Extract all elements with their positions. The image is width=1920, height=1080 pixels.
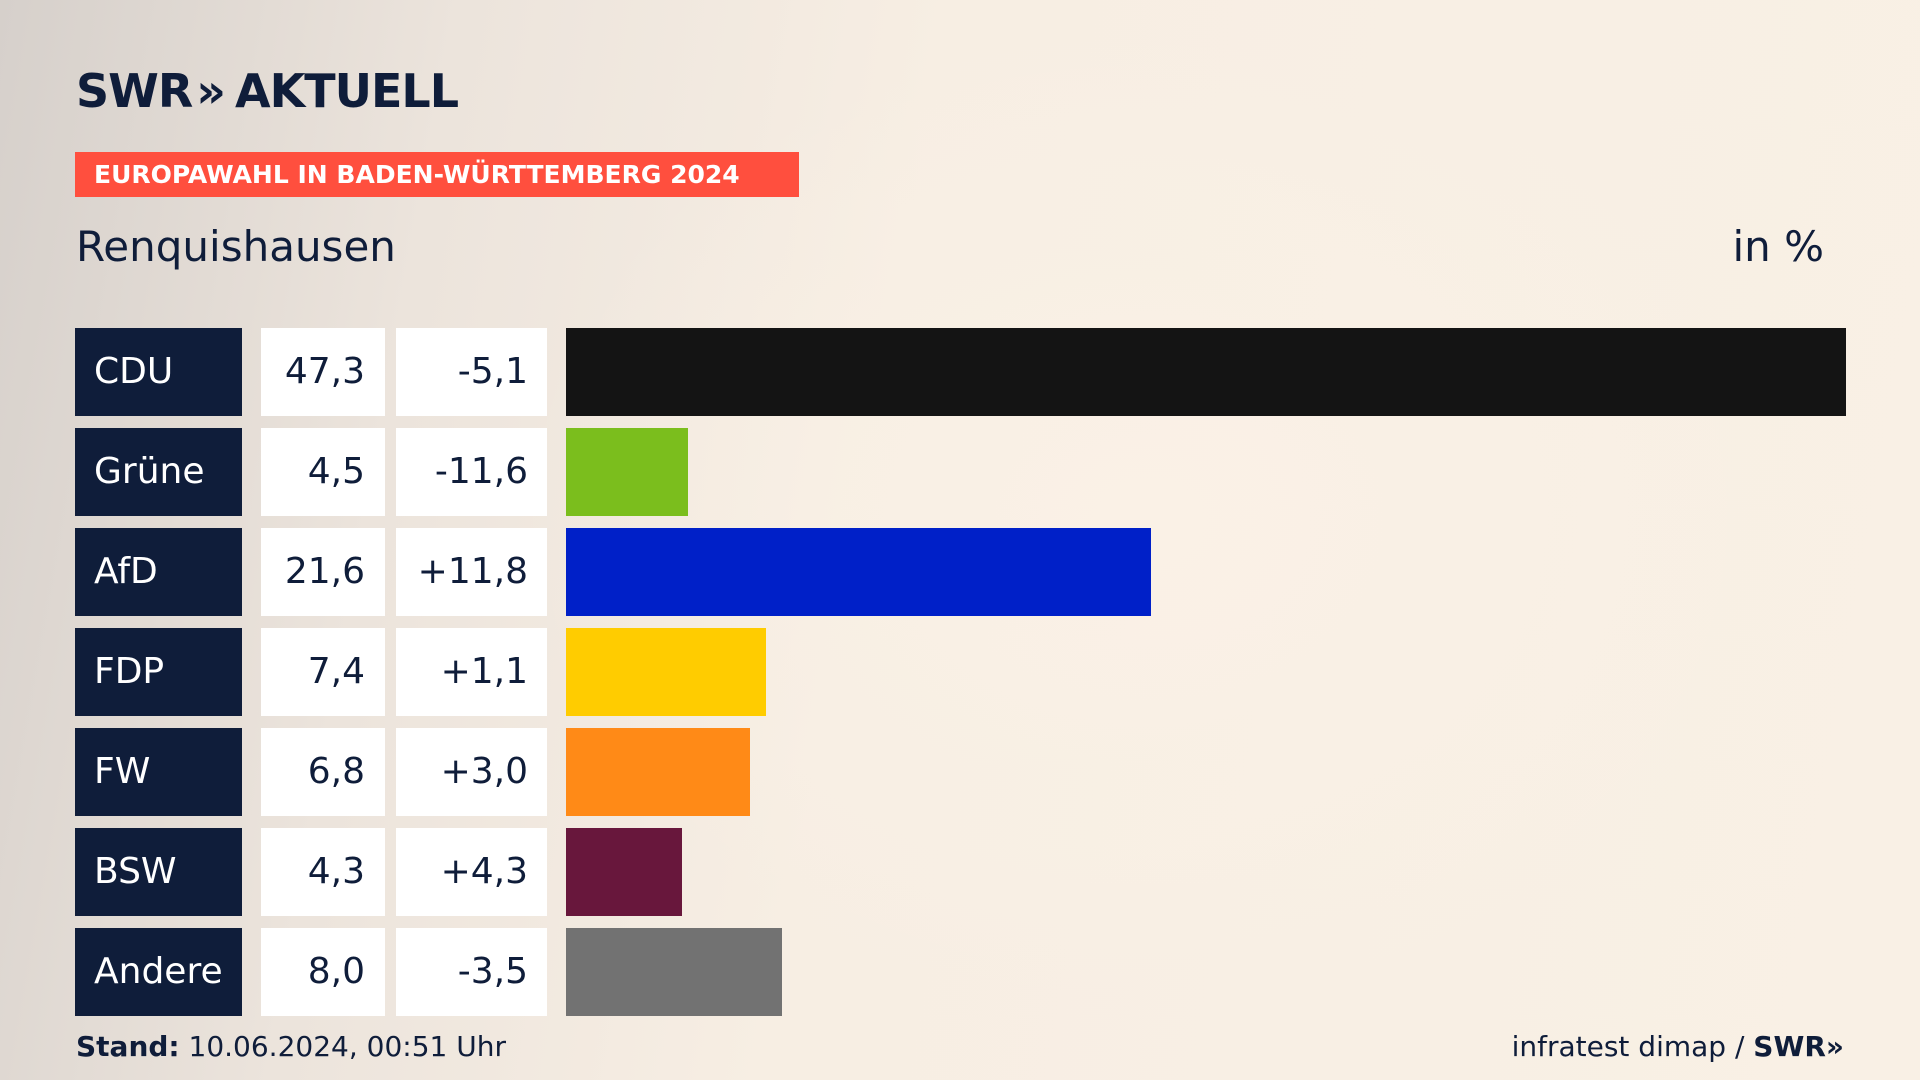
swr-aktuell-logo: SWR» AKTUELL bbox=[76, 64, 459, 118]
party-label: FDP bbox=[75, 628, 242, 716]
party-label: Grüne bbox=[75, 428, 242, 516]
vote-change-value: +3,0 bbox=[396, 728, 547, 816]
logo-chevrons-icon: » bbox=[196, 64, 226, 118]
vote-change-value: -11,6 bbox=[396, 428, 547, 516]
vote-change-value: -3,5 bbox=[396, 928, 547, 1016]
source-credit: infratest dimap / SWR» bbox=[1512, 1030, 1844, 1063]
stand-label: Stand: bbox=[76, 1030, 180, 1063]
swr-brand: SWR» bbox=[1753, 1030, 1844, 1063]
party-row: FDP 7,4 +1,1 bbox=[75, 628, 1845, 716]
logo-aktuell: AKTUELL bbox=[235, 64, 459, 118]
unit-label: in % bbox=[1732, 222, 1824, 271]
vote-share-value: 7,4 bbox=[261, 628, 385, 716]
party-row: CDU 47,3 -5,1 bbox=[75, 328, 1846, 416]
party-label: CDU bbox=[75, 328, 242, 416]
source-text: infratest dimap / bbox=[1511, 1030, 1754, 1063]
party-row: Grüne 4,5 -11,6 bbox=[75, 428, 1845, 516]
party-row: AfD 21,6 +11,8 bbox=[75, 528, 1845, 616]
logo-swr: SWR bbox=[76, 64, 193, 118]
vote-change-value: -5,1 bbox=[396, 328, 547, 416]
vote-share-value: 47,3 bbox=[261, 328, 385, 416]
election-banner: EUROPAWAHL IN BADEN-WÜRTTEMBERG 2024 bbox=[75, 152, 799, 197]
party-row: Andere 8,0 -3,5 bbox=[75, 928, 1845, 1016]
vote-share-value: 4,3 bbox=[261, 828, 385, 916]
vote-share-bar bbox=[566, 828, 682, 916]
timestamp: Stand: 10.06.2024, 00:51 Uhr bbox=[76, 1030, 506, 1063]
party-row: BSW 4,3 +4,3 bbox=[75, 828, 1845, 916]
vote-share-bar bbox=[566, 928, 782, 1016]
party-label: FW bbox=[75, 728, 242, 816]
stand-value: 10.06.2024, 00:51 Uhr bbox=[179, 1030, 506, 1063]
vote-share-bar bbox=[566, 728, 750, 816]
vote-share-value: 6,8 bbox=[261, 728, 385, 816]
vote-share-bar bbox=[566, 528, 1151, 616]
vote-share-bar bbox=[566, 328, 1846, 416]
vote-change-value: +11,8 bbox=[396, 528, 547, 616]
vote-share-value: 4,5 bbox=[261, 428, 385, 516]
party-row: FW 6,8 +3,0 bbox=[75, 728, 1845, 816]
location-title: Renquishausen bbox=[76, 222, 396, 271]
vote-share-bar bbox=[566, 628, 766, 716]
vote-change-value: +4,3 bbox=[396, 828, 547, 916]
party-label: Andere bbox=[75, 928, 242, 1016]
vote-share-value: 8,0 bbox=[261, 928, 385, 1016]
vote-share-value: 21,6 bbox=[261, 528, 385, 616]
vote-change-value: +1,1 bbox=[396, 628, 547, 716]
vote-share-bar bbox=[566, 428, 688, 516]
party-label: AfD bbox=[75, 528, 242, 616]
party-label: BSW bbox=[75, 828, 242, 916]
